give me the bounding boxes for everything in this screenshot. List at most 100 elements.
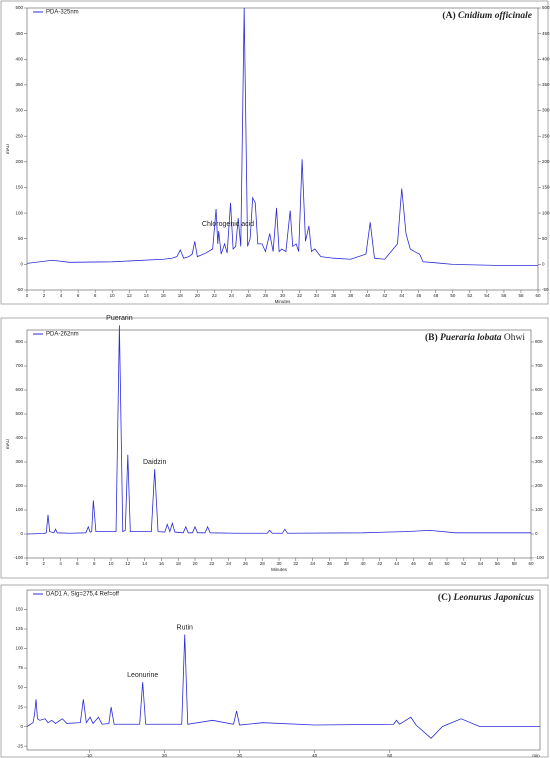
x-axis-label: Minutes (275, 299, 292, 304)
x-tick-label: 42 (382, 293, 388, 298)
species-authority: Ohwi (504, 333, 525, 343)
x-tick-label: 12 (127, 293, 133, 298)
x-tick-label: 44 (394, 561, 400, 566)
y-tick-label: -100 (14, 555, 24, 560)
trace (26, 7, 538, 266)
x-tick-label: 36 (327, 561, 333, 566)
species-name: Pueraria lobata (440, 333, 502, 343)
y-tick-label-right: 500 (535, 411, 543, 416)
x-tick-label: 4 (59, 561, 62, 566)
y-axis-label: mAU (5, 144, 10, 154)
x-tick-label: 60 (535, 293, 541, 298)
x-tick-label: 60 (528, 561, 534, 566)
y-tick-label-right: 500 (542, 5, 550, 10)
legend-label: DAD1 A, Sig=275,4 Ref=off (46, 592, 119, 598)
x-tick-label: 16 (161, 293, 167, 298)
x-tick-label: 34 (310, 561, 316, 566)
x-tick-label: 10 (110, 293, 116, 298)
y-tick-label: 400 (15, 435, 23, 440)
x-tick-label: 20 (192, 561, 198, 566)
panel-title: (A) Cnidium officinale (442, 10, 532, 21)
y-tick-label-right: 100 (535, 507, 543, 512)
x-tick-label: 38 (348, 293, 354, 298)
y-tick-label: 350 (15, 82, 23, 87)
x-tick-label: 18 (178, 293, 184, 298)
y-tick-label-right: 700 (535, 363, 543, 368)
x-tick-label: 40 (365, 293, 371, 298)
x-tick-label: 20 (195, 293, 201, 298)
y-tick-label: 200 (15, 159, 23, 164)
y-tick-label: 100 (15, 507, 23, 512)
x-tick-label: 32 (293, 561, 299, 566)
x-tick-label: 52 (467, 293, 473, 298)
panel-frame (0, 584, 549, 758)
peak-label: Puerarin (106, 315, 133, 322)
plot-area (26, 7, 539, 291)
peak-label: Daidzin (143, 459, 166, 466)
y-tick-label-right: 350 (542, 82, 550, 87)
x-tick-label: 0 (26, 561, 29, 566)
y-tick-label: 0 (20, 262, 23, 267)
x-tick-label: 48 (428, 561, 434, 566)
y-tick-label: 100 (15, 646, 23, 651)
x-tick-label: 4 (60, 293, 63, 298)
peak-label: Rutin (177, 624, 193, 631)
x-tick-label: 22 (212, 293, 218, 298)
x-tick-label: 56 (501, 293, 507, 298)
x-tick-label: 18 (176, 561, 182, 566)
panel-title: (B) Pueraria lobata Ohwi (425, 332, 525, 343)
x-tick-label: 44 (399, 293, 405, 298)
y-tick-label-right: 450 (542, 31, 550, 36)
x-tick-label: 10 (108, 561, 114, 566)
y-tick-label-right: 400 (535, 435, 543, 440)
legend-label: PDA-262nm (46, 332, 79, 338)
y-tick-label-right: -100 (535, 555, 545, 560)
y-tick-label: 150 (15, 185, 23, 190)
x-tick-label: 10 (87, 753, 93, 758)
legend-label: PDA-325nm (46, 10, 79, 16)
x-tick-label: 20 (162, 753, 168, 758)
x-tick-label: 12 (125, 561, 131, 566)
y-tick-label-right: 0 (535, 531, 538, 536)
x-tick-label: 14 (142, 561, 148, 566)
x-tick-label: 28 (263, 293, 269, 298)
x-tick-label: 46 (416, 293, 422, 298)
x-tick-label: 42 (377, 561, 383, 566)
y-tick-label-right: 0 (542, 262, 545, 267)
y-tick-label-right: 400 (542, 56, 550, 61)
panel: -25 0 25 50 75 100 125 150 10 20 30 40 50 min Leonurin… (0, 584, 549, 758)
x-tick-label: 30 (280, 293, 286, 298)
x-tick-label: 36 (331, 293, 337, 298)
x-tick-label: 58 (512, 561, 518, 566)
x-tick-label: 24 (226, 561, 232, 566)
y-tick-label: 200 (15, 483, 23, 488)
x-tick-label: 54 (484, 293, 490, 298)
x-tick-label: 0 (26, 293, 29, 298)
y-tick-label: 125 (15, 626, 23, 631)
y-tick-label: 700 (15, 363, 23, 368)
species-name: Leonurus Japonicus (452, 593, 534, 603)
y-tick-label-right: 250 (542, 133, 550, 138)
y-tick-label: 300 (15, 459, 23, 464)
y-tick-label-right: 150 (542, 185, 550, 190)
x-tick-label: 46 (411, 561, 417, 566)
y-tick-label-right: 200 (535, 483, 543, 488)
y-tick-label: 300 (15, 108, 23, 113)
x-tick-label: 50 (444, 561, 450, 566)
y-tick-label-right: 100 (542, 210, 550, 215)
panel-letter: (B) (425, 332, 438, 343)
x-tick-label: 2 (43, 561, 46, 566)
plot-area (26, 589, 541, 751)
x-tick-label: 48 (433, 293, 439, 298)
y-tick-label: 100 (15, 210, 23, 215)
y-tick-label: 500 (15, 5, 23, 10)
x-tick-label: 38 (344, 561, 350, 566)
y-tick-label-right: 200 (542, 159, 550, 164)
x-tick-label: 56 (495, 561, 501, 566)
x-tick-label: 6 (77, 293, 80, 298)
y-tick-label: 50 (18, 685, 24, 690)
x-tick-label: 40 (312, 753, 318, 758)
y-tick-label: -25 (16, 743, 23, 748)
y-tick-label: 250 (15, 133, 23, 138)
